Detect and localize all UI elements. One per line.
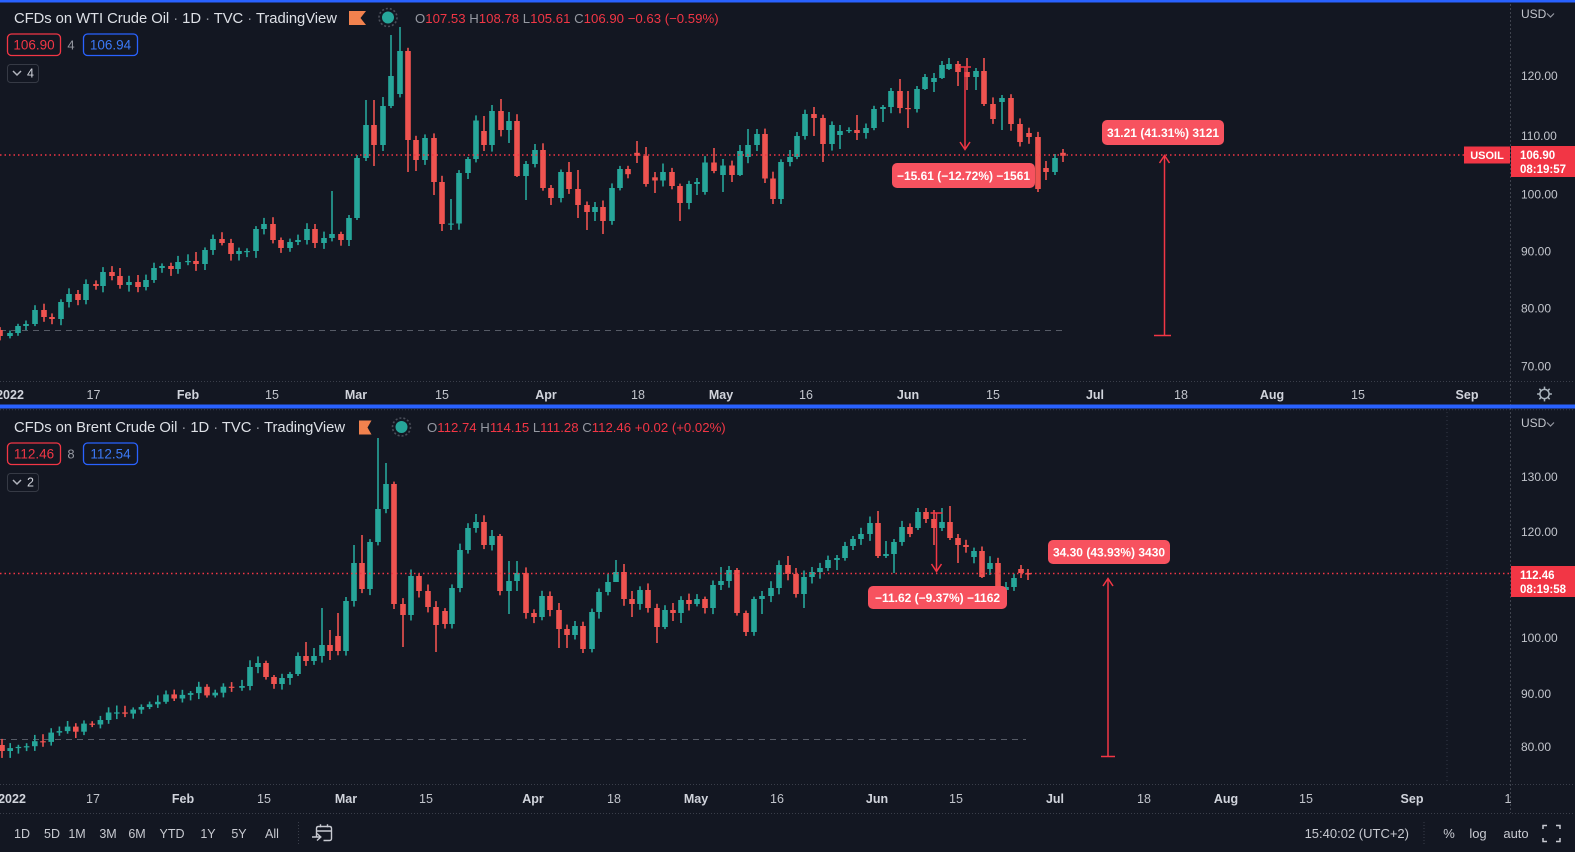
svg-text:Feb: Feb: [177, 388, 200, 402]
svg-text:34.30 (43.93%) 3430: 34.30 (43.93%) 3430: [1053, 546, 1165, 560]
svg-text:130.00: 130.00: [1521, 470, 1558, 484]
svg-text:Aug: Aug: [1214, 792, 1238, 806]
svg-text:4: 4: [27, 67, 34, 81]
svg-text:120.00: 120.00: [1521, 525, 1558, 539]
svg-text:Jun: Jun: [897, 388, 919, 402]
svg-text:2022: 2022: [0, 792, 26, 806]
svg-text:106.90: 106.90: [13, 38, 54, 53]
svg-text:106.90: 106.90: [1520, 150, 1555, 162]
svg-text:80.00: 80.00: [1521, 740, 1551, 754]
svg-text:Mar: Mar: [345, 388, 367, 402]
svg-text:USD: USD: [1521, 416, 1547, 430]
svg-text:15: 15: [419, 792, 433, 806]
svg-text:1M: 1M: [68, 827, 85, 841]
svg-text:CFDs on WTI Crude Oil · 1D · T: CFDs on WTI Crude Oil · 1D · TVC · Tradi…: [14, 11, 337, 27]
svg-text:Sep: Sep: [1456, 388, 1479, 402]
svg-text:16: 16: [799, 388, 813, 402]
svg-text:8: 8: [67, 447, 74, 462]
svg-text:15: 15: [1299, 792, 1313, 806]
svg-text:All: All: [265, 827, 279, 841]
svg-text:15: 15: [1351, 388, 1365, 402]
svg-text:Jul: Jul: [1046, 792, 1064, 806]
svg-text:90.00: 90.00: [1521, 687, 1551, 701]
svg-text:1D: 1D: [14, 827, 30, 841]
svg-text:YTD: YTD: [160, 827, 185, 841]
svg-text:5Y: 5Y: [231, 827, 247, 841]
svg-text:2: 2: [27, 476, 34, 490]
svg-text:May: May: [709, 388, 733, 402]
svg-text:15: 15: [265, 388, 279, 402]
svg-text:17: 17: [86, 792, 100, 806]
svg-text:−11.62 (−9.37%) −1162: −11.62 (−9.37%) −1162: [875, 591, 1000, 605]
svg-text:112.46: 112.46: [14, 447, 54, 462]
svg-text:Jul: Jul: [1086, 388, 1104, 402]
svg-text:4: 4: [67, 38, 74, 53]
svg-text:90.00: 90.00: [1521, 245, 1551, 259]
svg-text:Sep: Sep: [1401, 792, 1424, 806]
svg-text:May: May: [684, 792, 708, 806]
svg-text:17: 17: [87, 388, 101, 402]
svg-text:110.00: 110.00: [1521, 129, 1557, 143]
svg-text:5D: 5D: [44, 827, 60, 841]
svg-text:18: 18: [607, 792, 621, 806]
svg-text:USOIL: USOIL: [1470, 150, 1504, 162]
svg-text:18: 18: [631, 388, 645, 402]
svg-text:100.00: 100.00: [1521, 188, 1558, 202]
svg-text:1Y: 1Y: [200, 827, 216, 841]
svg-text:106.94: 106.94: [90, 38, 132, 53]
svg-text:Feb: Feb: [172, 792, 195, 806]
svg-text:15: 15: [435, 388, 449, 402]
svg-text:USD: USD: [1521, 7, 1547, 21]
svg-text:15: 15: [257, 792, 271, 806]
svg-text:15: 15: [949, 792, 963, 806]
svg-text:Apr: Apr: [535, 388, 557, 402]
svg-text:15:40:02 (UTC+2): 15:40:02 (UTC+2): [1305, 826, 1409, 841]
svg-text:O107.53 H108.78 L105.61 C106.9: O107.53 H108.78 L105.61 C106.90 −0.63 (−…: [415, 11, 719, 26]
svg-text:−15.61 (−12.72%) −1561: −15.61 (−12.72%) −1561: [897, 169, 1030, 183]
svg-text:80.00: 80.00: [1521, 302, 1551, 316]
svg-text:Apr: Apr: [522, 792, 544, 806]
svg-text:Aug: Aug: [1260, 388, 1284, 402]
svg-text:%: %: [1443, 826, 1455, 841]
svg-text:08:19:58: 08:19:58: [1520, 584, 1567, 596]
svg-text:08:19:57: 08:19:57: [1520, 164, 1566, 176]
svg-text:CFDs on Brent Crude Oil · 1D ·: CFDs on Brent Crude Oil · 1D · TVC · Tra…: [14, 420, 345, 436]
svg-text:16: 16: [770, 792, 784, 806]
svg-text:120.00: 120.00: [1521, 69, 1558, 83]
svg-text:Jun: Jun: [866, 792, 888, 806]
svg-text:6M: 6M: [128, 827, 145, 841]
svg-text:15: 15: [986, 388, 1000, 402]
svg-text:log: log: [1469, 826, 1486, 841]
svg-text:18: 18: [1137, 792, 1151, 806]
svg-text:100.00: 100.00: [1521, 631, 1558, 645]
svg-text:O112.74 H114.15 L111.28 C112.4: O112.74 H114.15 L111.28 C112.46 +0.02 (+…: [427, 420, 726, 435]
svg-text:70.00: 70.00: [1521, 360, 1551, 374]
svg-text:18: 18: [1174, 388, 1188, 402]
svg-text:3M: 3M: [99, 827, 116, 841]
svg-text:112.46: 112.46: [1520, 570, 1555, 582]
svg-text:2022: 2022: [0, 388, 24, 402]
svg-text:1: 1: [1505, 792, 1512, 806]
svg-text:Mar: Mar: [335, 792, 357, 806]
svg-text:auto: auto: [1503, 826, 1528, 841]
svg-text:31.21 (41.31%) 3121: 31.21 (41.31%) 3121: [1107, 126, 1219, 140]
svg-text:112.54: 112.54: [90, 447, 131, 462]
